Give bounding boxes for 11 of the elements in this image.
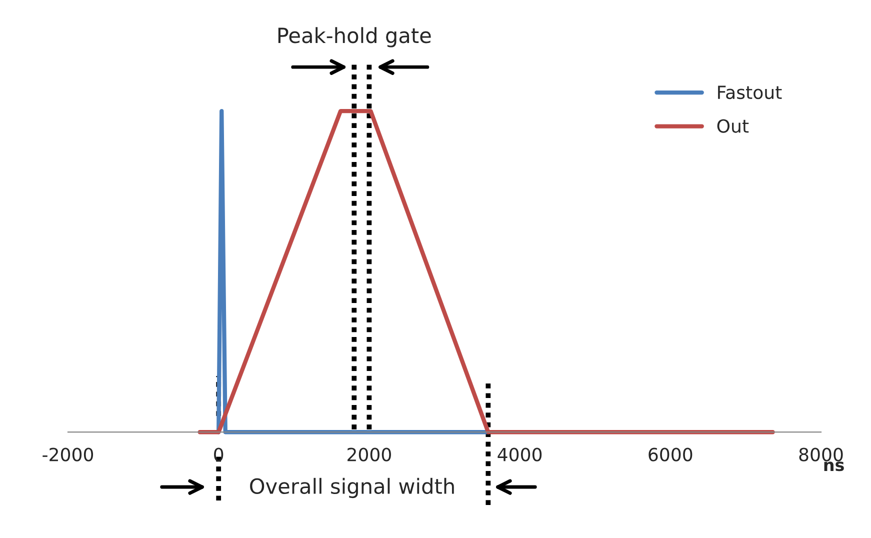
x-tick-label: 8000 <box>799 448 843 462</box>
x-tick-label: 6000 <box>648 448 692 462</box>
x-tick-label: -2000 <box>42 448 94 462</box>
x-tick-label: 0 <box>214 448 224 462</box>
x-tick-label: 4000 <box>498 448 542 462</box>
legend-label: Fastout <box>718 86 782 100</box>
x-tick-label: 2000 <box>348 448 391 462</box>
text: Peak-hold gate <box>278 27 431 48</box>
text: Overall signal width <box>250 478 454 498</box>
legend-label: Out <box>717 119 749 133</box>
x-axis-title: ns <box>824 462 844 472</box>
